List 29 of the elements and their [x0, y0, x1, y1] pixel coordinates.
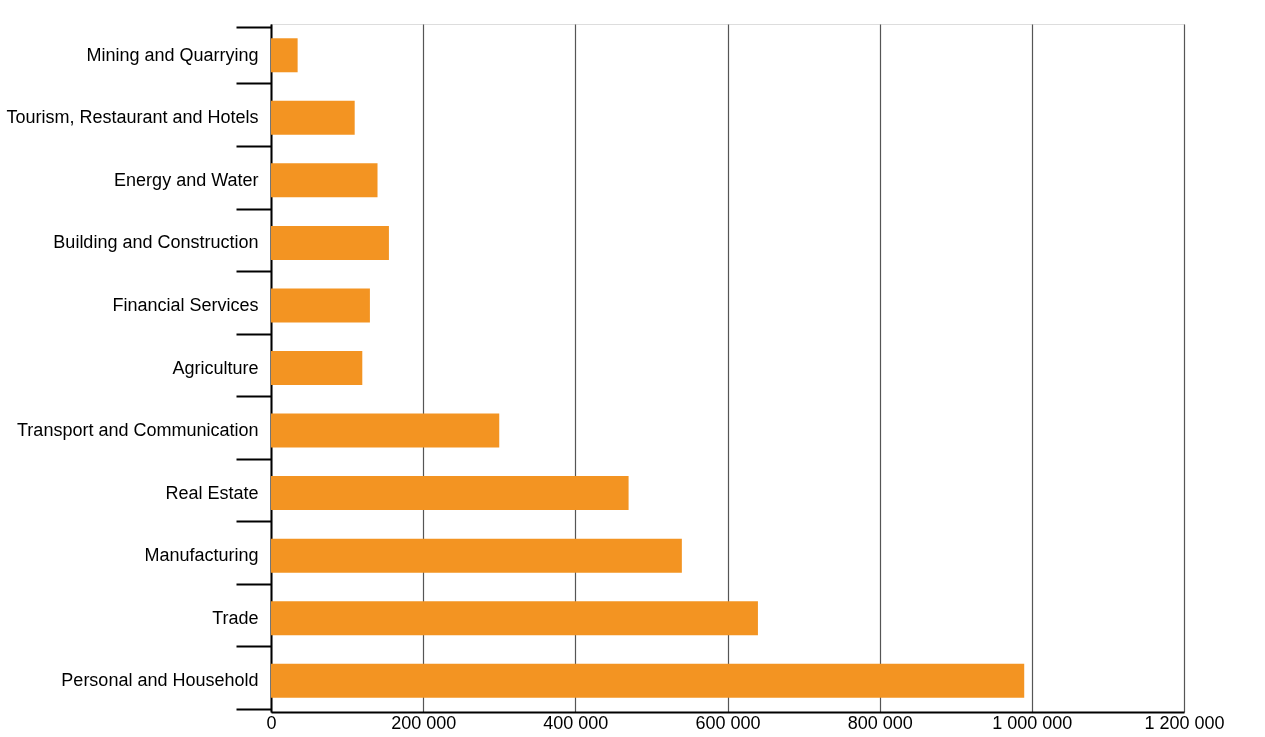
bar [271, 538, 682, 573]
bar [271, 225, 389, 260]
y-tick-label: Real Estate [165, 482, 259, 503]
y-tick-label: Transport and Communication [17, 420, 259, 441]
bar [271, 288, 370, 323]
x-tick-label: 400 000 [543, 712, 609, 733]
y-tick-label: Financial Services [112, 294, 259, 315]
bar [271, 38, 298, 73]
bar [271, 351, 363, 385]
y-tick-label: Building and Construction [53, 232, 259, 253]
x-tick-label: 1 000 000 [992, 712, 1073, 733]
y-tick-label: Trade [212, 607, 259, 628]
bar [271, 663, 1025, 698]
x-tick-label: 1 200 000 [1144, 712, 1225, 733]
x-tick-label: 200 000 [391, 712, 457, 733]
bar [271, 413, 500, 448]
y-tick-label: Agriculture [172, 357, 259, 378]
x-tick-label: 600 000 [695, 712, 761, 733]
y-tick-label: Personal and Household [61, 670, 259, 691]
bar [271, 601, 758, 636]
bar [271, 476, 629, 511]
y-tick-label: Tourism, Restaurant and Hotels [6, 107, 259, 128]
y-tick-label: Energy and Water [114, 169, 259, 190]
x-tick-label: 0 [266, 712, 277, 733]
y-tick-label: Manufacturing [144, 545, 259, 566]
y-tick-label: Mining and Quarrying [86, 44, 259, 65]
bar [271, 163, 378, 198]
x-tick-label: 800 000 [847, 712, 913, 733]
bar [271, 100, 355, 135]
